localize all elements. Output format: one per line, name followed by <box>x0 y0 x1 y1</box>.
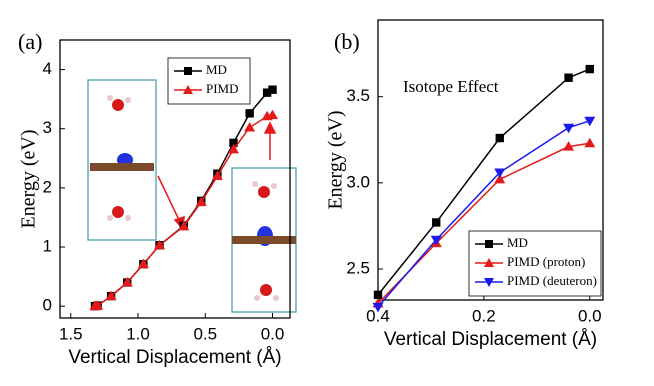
legend-marker <box>484 258 494 267</box>
legend-label: PIMD (deuteron) <box>507 273 597 288</box>
legend-label: MD <box>507 235 528 250</box>
arrows <box>157 121 277 231</box>
x-tick-label: 0.0 <box>261 324 285 343</box>
y-tick-label: 1 <box>43 237 52 256</box>
panel-label: (b) <box>334 29 360 54</box>
y-tick-label: 3 <box>43 118 52 137</box>
marker <box>178 220 190 231</box>
marker <box>228 143 240 154</box>
x-axis-title: Vertical Displacement (Å) <box>68 347 281 368</box>
marker <box>373 290 383 300</box>
inset-left <box>87 79 157 241</box>
marker <box>494 173 506 184</box>
y-tick-label: 3.5 <box>346 86 370 105</box>
inset-right <box>231 167 297 313</box>
y-axis-title: Energy (eV) <box>325 110 347 209</box>
legend-label: MD <box>206 62 227 77</box>
marker <box>137 258 149 269</box>
legend-marker <box>183 85 193 94</box>
x-tick-label: 0.0 <box>578 306 602 325</box>
x-tick-label: 1.5 <box>59 324 83 343</box>
marker <box>268 85 277 94</box>
plot-frame <box>377 19 604 301</box>
marker <box>495 133 504 143</box>
y-axis-title: Energy (eV) <box>18 129 40 228</box>
marker <box>267 109 279 120</box>
marker <box>563 141 575 151</box>
y-tick-label: 3.0 <box>346 172 370 191</box>
marker <box>92 300 104 310</box>
marker <box>244 122 256 132</box>
marker <box>245 109 254 118</box>
plot-frame <box>59 39 291 319</box>
x-tick-label: 0.4 <box>366 306 390 325</box>
marker <box>154 239 166 250</box>
panel-label: (a) <box>18 29 42 54</box>
y-tick-label: 4 <box>43 59 52 78</box>
legend-marker <box>484 278 494 287</box>
y-tick-label: 2 <box>43 177 52 196</box>
x-tick-label: 1.0 <box>126 324 150 343</box>
marker <box>584 137 596 148</box>
marker <box>372 302 384 313</box>
legend-label: PIMD (proton) <box>507 254 585 269</box>
legend-box <box>167 57 251 105</box>
y-tick-label: 2.5 <box>346 258 370 277</box>
marker <box>563 123 575 134</box>
x-tick-label: 0.5 <box>193 324 217 343</box>
marker <box>262 88 272 97</box>
y-tick-label: 0 <box>43 296 52 315</box>
legend-label: PIMD <box>206 81 239 96</box>
marker <box>584 116 596 127</box>
marker <box>585 64 594 74</box>
marker <box>195 196 207 207</box>
marker <box>494 168 506 178</box>
marker <box>105 290 117 301</box>
annotation: Isotope Effect <box>403 77 499 96</box>
marker <box>229 138 238 148</box>
legend-marker <box>485 240 493 248</box>
x-axis-title: Vertical Displacement (Å) <box>384 329 597 350</box>
x-tick-label: 0.2 <box>472 306 496 325</box>
legend-marker <box>184 67 192 75</box>
marker <box>432 218 441 227</box>
marker <box>121 277 133 287</box>
marker <box>430 235 442 246</box>
marker <box>564 73 573 82</box>
marker <box>211 170 223 181</box>
